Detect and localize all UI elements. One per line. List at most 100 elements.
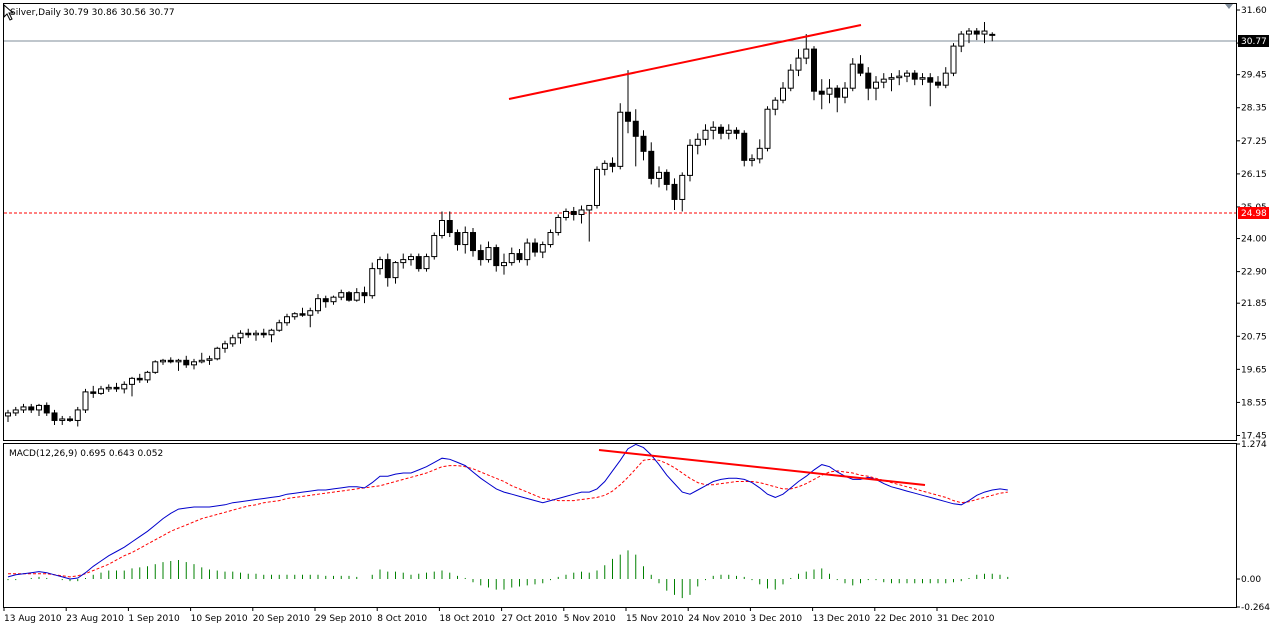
candle-body [694,138,701,146]
candle-body [353,292,360,301]
candle-body [113,386,120,390]
candle-body [632,120,639,137]
candle-body [276,322,283,331]
candle-body [191,361,197,366]
chart-ohlc-values: 30.79 30.86 30.56 30.77 [63,8,175,18]
candle-body [563,210,569,218]
price-axis-label: 28.35 [1241,104,1267,114]
candle-body [896,75,903,79]
candle-body [152,361,159,373]
price-axis-label: 27.25 [1241,137,1267,147]
candle-body [656,171,662,179]
candle-body [322,298,329,303]
candle-body [392,262,399,279]
time-axis-label: 20 Sep 2010 [253,614,310,624]
candle-body [826,87,833,95]
candle-body [408,256,414,261]
macd-header-label: MACD(12,26,9) 0.695 0.643 0.052 [9,449,163,459]
candle-body [764,108,771,149]
macd-panel[interactable]: MACD(12,26,9) 0.695 0.643 0.052 [3,443,1237,608]
time-axis-label: 18 Oct 2010 [439,614,495,624]
candle-body [555,216,562,234]
candle-body [904,72,910,77]
candle-body [74,409,81,421]
candle-body [795,57,802,71]
macd-divergence-trendline[interactable] [598,449,926,486]
candle-body [586,204,593,211]
candle-body [167,359,174,363]
candle-body [43,404,50,414]
time-axis-label: 5 Nov 2010 [564,614,616,624]
candle-body [105,386,112,390]
candle-body [36,404,42,411]
candle-body [237,332,244,339]
time-axis-label: 29 Sep 2010 [315,614,372,624]
candle-body [958,33,965,47]
candle-body [315,298,321,312]
time-axis-label: 27 Oct 2010 [502,614,558,624]
candle-body [508,253,515,264]
candle-body [20,406,27,411]
price-axis-label: 18.55 [1241,398,1267,408]
candle-body [648,150,655,179]
candle-body [601,162,608,170]
candle-body [865,72,872,89]
candle-body [725,129,732,134]
candle-body [873,81,879,89]
resistance-trendline[interactable] [508,24,862,100]
candle-body [98,388,104,394]
candle-body [206,358,213,361]
candle-body [524,242,531,261]
candle-body [477,250,484,261]
candle-body [470,232,476,252]
candle-body [51,412,58,421]
candle-body [121,383,128,390]
arrow-cursor-icon [3,3,15,21]
candle-body [198,359,205,363]
candle-body [377,259,383,270]
candle-body [129,377,135,385]
time-axis-label: 1 Sep 2010 [128,614,180,624]
candle-body [787,69,794,89]
time-axis-label: 24 Nov 2010 [688,614,746,624]
candle-body [415,256,422,270]
candle-body [888,77,895,80]
chart-symbol-label: Silver,Daily [10,8,62,18]
shift-marker-icon[interactable] [1225,4,1233,9]
candle-body [338,292,345,298]
candle-body [919,77,926,80]
candle-body [284,316,290,324]
candle-body [811,48,817,92]
time-axis-label: 13 Dec 2010 [813,614,871,624]
support-level-tag-text: 24.98 [1241,209,1267,219]
price-axis: 31.6030.5029.4528.3527.2526.1525.0524.00… [1236,6,1267,441]
candle-body [539,244,546,253]
candle-body [299,313,306,316]
candle-body [679,174,686,200]
candle-body [160,359,166,363]
candle-body [268,329,275,336]
macd-main-line [7,443,1008,580]
candle-body [547,232,554,246]
candle-body [307,310,314,316]
macd-panel-frame [3,443,1237,608]
macd-signal-line [8,458,1008,578]
candle-body [756,147,763,160]
time-axis: 13 Aug 2010 23 Aug 2010 1 Sep 2010 10 Sep 2… [3,607,995,624]
price-panel[interactable]: Silver,Daily 30.79 30.86 30.56 30.77 [3,3,1237,441]
time-axis-label: 8 Oct 2010 [377,614,427,624]
candle-body [28,406,35,411]
candle-body [880,78,887,83]
candle-body [175,359,182,363]
price-axis-label: 29.45 [1241,71,1267,81]
candle-body [911,72,918,80]
candle-body [214,347,221,360]
candle-body [594,168,600,206]
candle-body [446,219,453,234]
price-axis-label: 17.45 [1241,431,1267,441]
candle-body [702,129,709,140]
candle-body [183,359,190,366]
candle-body [67,418,73,421]
macd-axis-label: 0.00 [1241,575,1261,585]
